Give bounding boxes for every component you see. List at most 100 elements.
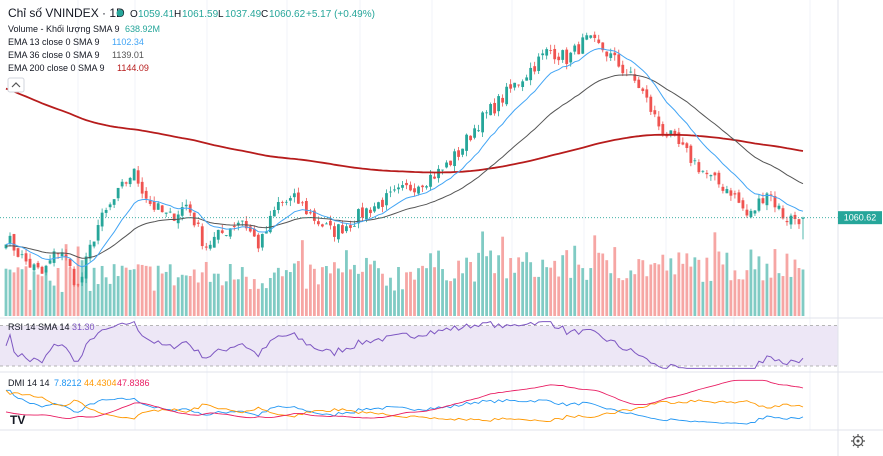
candle-body: [489, 104, 493, 116]
candle-body: [36, 262, 40, 268]
volume-bar: [545, 267, 549, 316]
volume-bar: [425, 268, 428, 316]
candle-body: [737, 192, 741, 203]
volume-bar: [320, 267, 324, 316]
symbol-title[interactable]: Chỉ số VNINDEX · 1D: [8, 6, 125, 20]
volume-bar: [617, 278, 621, 316]
volume-bar: [48, 280, 52, 316]
volume-bar: [681, 263, 685, 316]
volume-bar: [533, 276, 537, 316]
volume-bar: [176, 277, 180, 316]
dmi-legend[interactable]: DMI 14 14: [8, 378, 50, 388]
volume-bar: [104, 277, 108, 316]
volume-bar: [256, 288, 260, 316]
volume-bar: [172, 285, 176, 316]
volume-bar: [316, 284, 320, 316]
volume-bar: [12, 272, 16, 316]
volume-bar: [493, 273, 497, 316]
rsi-pane: [0, 320, 838, 369]
volume-bar: [769, 277, 773, 316]
last-price-tag: 1060.62: [838, 211, 882, 225]
candle-body: [729, 190, 733, 196]
candle-body: [397, 187, 400, 190]
candle-body: [196, 222, 200, 224]
volume-bar: [68, 267, 72, 316]
candle-body: [296, 192, 300, 204]
volume-bar: [196, 282, 200, 316]
volume-bar: [188, 276, 192, 316]
candle-body: [477, 130, 480, 132]
settings-button[interactable]: [851, 434, 865, 448]
volume-bar: [705, 257, 709, 316]
ema36-legend[interactable]: EMA 36 close 0 SMA 9: [8, 50, 100, 60]
candle-body: [529, 67, 533, 81]
change-value: +5.17 (+0.49%): [306, 9, 375, 20]
candle-body: [256, 234, 260, 249]
low-value: 1037.49: [225, 9, 262, 20]
volume-bar: [713, 232, 717, 316]
candle-body: [733, 193, 737, 195]
collapse-legend-button[interactable]: [7, 77, 25, 93]
volume-bar: [561, 255, 565, 316]
ema200-legend[interactable]: EMA 200 close 0 SMA 9: [8, 63, 105, 73]
candle-body: [513, 82, 517, 88]
volume-bar: [673, 274, 677, 316]
volume-bar: [397, 267, 400, 316]
volume-bar: [160, 273, 164, 316]
volume-bar: [525, 252, 529, 316]
volume-bar: [489, 250, 493, 316]
candle-body: [673, 130, 677, 135]
high-value: 1061.59: [182, 9, 219, 20]
candle-body: [208, 244, 212, 249]
candle-body: [413, 188, 416, 193]
volume-bar: [453, 278, 456, 316]
candle-body: [112, 199, 116, 205]
volume-bar: [465, 257, 468, 316]
volume-bar: [28, 289, 32, 316]
volume-bar: [156, 265, 160, 316]
tradingview-logo[interactable]: TV: [10, 413, 25, 427]
candle-body: [329, 220, 332, 226]
volume-bar: [357, 273, 360, 316]
candle-body: [457, 150, 460, 157]
candle-body: [264, 231, 268, 234]
ema13-legend[interactable]: EMA 13 close 0 SMA 9: [8, 37, 100, 47]
candle-body: [48, 260, 52, 264]
volume-bar: [797, 268, 801, 316]
volume-bar: [549, 267, 553, 316]
candle-body: [461, 148, 464, 155]
candle-body: [561, 50, 565, 60]
volume-bar: [437, 250, 440, 316]
ema36-legend-value: 1139.01: [112, 50, 144, 60]
candle-body: [577, 44, 581, 55]
candle-body: [341, 225, 344, 234]
volume-bar: [765, 263, 769, 316]
ema13-line: [5, 48, 804, 268]
candle-body: [481, 112, 484, 133]
candle-body: [505, 86, 509, 105]
candle-body: [781, 208, 785, 219]
volume-bar: [413, 279, 416, 316]
volume-legend[interactable]: Volume - Khối lượng SMA 9: [8, 24, 119, 34]
candle-body: [741, 200, 745, 209]
volume-bar: [485, 256, 489, 316]
candle-body: [725, 189, 729, 194]
candle-body: [449, 160, 452, 166]
candle-body: [204, 246, 208, 248]
candle-body: [669, 130, 673, 135]
volume-bar: [773, 249, 777, 316]
volume-bar: [304, 288, 308, 316]
volume-bar: [180, 274, 184, 316]
candle-body: [785, 220, 789, 223]
volume-bar: [64, 244, 68, 316]
candle-body: [349, 225, 352, 228]
candle-body: [64, 254, 68, 257]
volume-bar: [128, 269, 132, 316]
candle-body: [429, 174, 432, 187]
candle-body: [465, 134, 468, 151]
candle-body: [333, 226, 336, 237]
candle-body: [232, 225, 236, 228]
rsi-legend[interactable]: RSI 14 SMA 14: [8, 322, 70, 332]
volume-bar: [801, 269, 805, 316]
